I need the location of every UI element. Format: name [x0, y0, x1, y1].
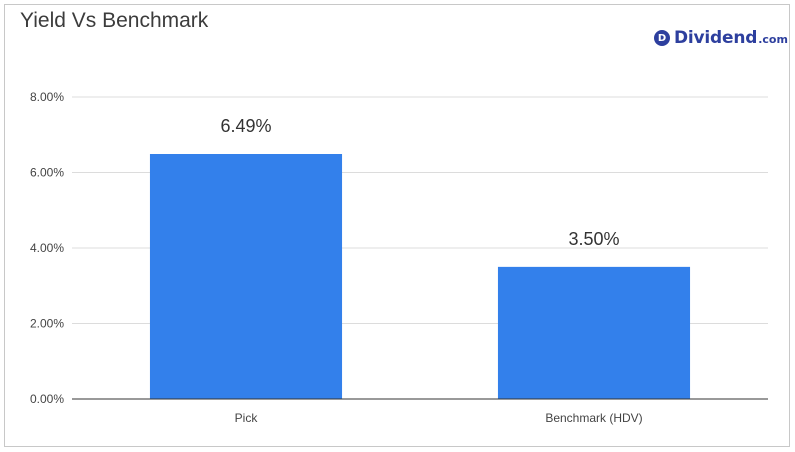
bar-0 [149, 154, 343, 399]
x-category-label: Benchmark (HDV) [545, 411, 642, 425]
brand-name: Dividend [674, 28, 758, 48]
chart-title: Yield Vs Benchmark [20, 9, 209, 32]
brand-badge-icon: D [654, 30, 670, 46]
data-labels: 6.49% 3.50% [220, 116, 619, 249]
y-axis-ticks: 0.00% 2.00% 4.00% 6.00% 8.00% [30, 90, 64, 406]
y-tick-label: 4.00% [30, 241, 64, 255]
y-tick-label: 2.00% [30, 317, 64, 331]
y-tick-label: 8.00% [30, 90, 64, 104]
data-label: 3.50% [568, 229, 619, 249]
x-category-label: Pick [235, 411, 259, 425]
data-label: 6.49% [220, 116, 271, 136]
bars [149, 154, 691, 399]
bar-1 [497, 266, 691, 399]
brand-logo: D Dividend .com [654, 28, 788, 48]
y-tick-label: 6.00% [30, 166, 64, 180]
brand-tld: .com [758, 33, 788, 46]
x-axis-categories: Pick Benchmark (HDV) [235, 411, 643, 425]
y-tick-label: 0.00% [30, 392, 64, 406]
